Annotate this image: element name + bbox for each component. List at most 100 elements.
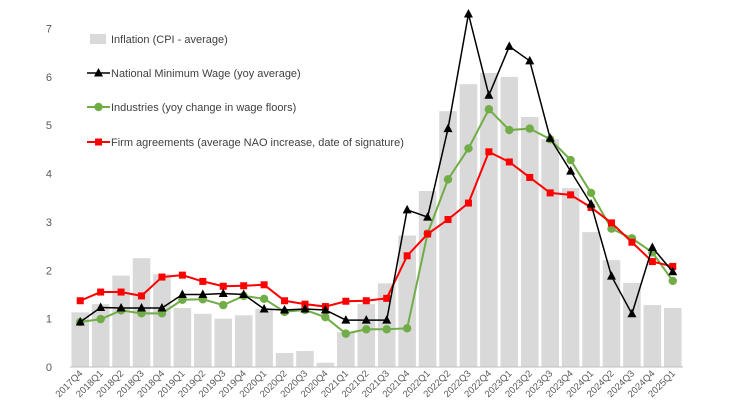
triangle-series-marker — [586, 199, 596, 208]
triangle-series-marker — [218, 288, 228, 297]
square-series-marker — [76, 297, 84, 305]
square-series-marker — [628, 238, 636, 246]
inflation-bar — [194, 313, 212, 367]
inflation-bar — [296, 351, 314, 367]
triangle-series-marker — [177, 289, 187, 298]
inflation-bar — [214, 318, 233, 367]
square-series-marker — [199, 277, 207, 285]
square-series-marker — [138, 292, 146, 300]
square-series-marker — [464, 199, 472, 207]
square-series-marker — [607, 219, 615, 227]
legend-entry: Industries (yoy change in wage floors) — [87, 102, 296, 114]
circle-series-marker — [525, 124, 534, 133]
triangle-series-marker — [96, 302, 106, 312]
square-series-marker — [567, 191, 575, 199]
triangle-series-marker — [525, 55, 535, 65]
inflation-bar — [316, 362, 335, 367]
square-series-marker — [260, 281, 268, 289]
triangle-series-marker — [443, 123, 453, 133]
square-series-marker — [424, 230, 432, 238]
legend-label: Firm agreements (average NAO increase, d… — [111, 137, 404, 149]
inflation-bar — [234, 315, 253, 367]
circle-series-marker — [668, 276, 677, 286]
triangle-series-marker — [259, 303, 269, 313]
legend-swatch-marker — [95, 138, 102, 146]
inflation-bar — [91, 304, 110, 367]
square-series-marker — [383, 294, 391, 302]
square-series-marker — [281, 297, 289, 305]
inflation-bar — [561, 188, 580, 367]
circle-series-marker — [96, 314, 105, 324]
triangle-series-marker — [484, 90, 494, 99]
triangle-series-marker — [137, 303, 147, 312]
triangle-series-marker — [606, 271, 616, 280]
y-tick-label: 5 — [46, 120, 52, 132]
inflation-bar — [337, 332, 355, 367]
inflation-bar — [602, 260, 621, 367]
circle-series-marker — [219, 300, 228, 310]
y-tick-label: 6 — [46, 72, 52, 84]
triangle-series-marker — [504, 41, 514, 50]
triangle-series-marker — [320, 304, 330, 314]
inflation-bar — [357, 304, 376, 367]
circle-series-marker — [382, 325, 391, 334]
y-tick-label: 1 — [46, 314, 52, 326]
square-series-marker — [97, 288, 105, 296]
legend-swatch-marker — [94, 68, 103, 77]
triangle-series-marker — [157, 303, 167, 312]
square-series-marker — [362, 297, 370, 305]
lines-layer — [75, 9, 678, 338]
triangle-series-marker — [382, 315, 392, 324]
triangle-series-marker — [280, 304, 290, 314]
inflation-bar — [439, 111, 457, 367]
inflation-bar — [418, 190, 437, 367]
square-series-marker — [648, 258, 656, 266]
inflation-bar — [173, 308, 192, 367]
y-tick-label: 3 — [46, 217, 52, 229]
triangle-series-marker — [239, 289, 249, 298]
triangle-series-marker — [116, 303, 126, 312]
triangle-series-marker — [341, 315, 351, 324]
triangle-series-marker — [545, 133, 555, 142]
circle-series-marker — [464, 144, 473, 153]
circle-series-marker — [443, 175, 453, 184]
triangle-series-marker — [668, 266, 678, 276]
legend-label: National Minimum Wage (yoy average) — [111, 68, 301, 80]
circle-series-marker — [402, 324, 412, 333]
triangle-series-marker — [361, 315, 371, 324]
circle-series-marker — [566, 155, 575, 165]
legend-entry: National Minimum Wage (yoy average) — [87, 68, 301, 80]
square-series-marker — [403, 252, 411, 260]
legend-swatch-bar — [90, 34, 106, 44]
square-series-marker — [342, 297, 350, 305]
inflation-bar — [153, 274, 171, 367]
triangle-series-marker — [198, 289, 208, 298]
square-series-marker — [669, 262, 677, 270]
y-tick-label: 0 — [46, 362, 52, 374]
y-tick-label: 2 — [46, 265, 52, 277]
legend-entry: Inflation (CPI - average) — [90, 34, 228, 46]
inflation-bar — [275, 352, 294, 367]
inflation-bar — [520, 117, 539, 367]
triangle-series-marker — [627, 308, 637, 318]
inflation-bar — [398, 235, 416, 367]
triangle-series-marker — [402, 204, 412, 214]
circle-series-marker — [505, 125, 514, 135]
square-series-marker — [546, 189, 554, 197]
square-series-marker — [117, 288, 125, 296]
triangle-series-marker — [566, 166, 576, 175]
legend-swatch-marker — [94, 102, 103, 112]
triangle-series-marker — [647, 242, 657, 252]
triangle-series-marker — [423, 212, 433, 221]
legend-label: Inflation (CPI - average) — [111, 34, 228, 46]
triangle-series-marker — [300, 303, 310, 313]
y-tick-label: 4 — [46, 169, 52, 181]
circle-series-marker — [259, 294, 269, 304]
square-series-marker — [158, 273, 166, 281]
inflation-bar — [664, 308, 682, 367]
inflation-bar — [500, 76, 519, 368]
square-series-marker — [178, 271, 186, 279]
inflation-bar — [643, 305, 662, 367]
square-series-marker — [240, 282, 248, 290]
